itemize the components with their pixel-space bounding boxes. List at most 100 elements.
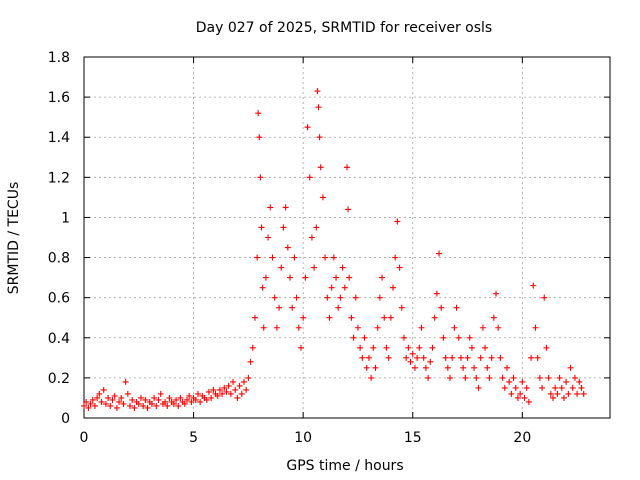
data-point [262,274,269,281]
data-point [501,384,508,391]
data-point [87,400,94,407]
data-point [120,400,127,407]
y-tick-label: 0.4 [48,331,70,347]
data-point [390,284,397,291]
y-axis-label: SRMTID / TECUs [6,182,22,295]
data-point [348,314,355,321]
data-point [376,294,383,301]
data-point [197,398,204,405]
data-point [227,390,234,397]
chart-title: Day 027 of 2025, SRMTID for receiver osl… [196,20,492,36]
data-point [379,274,386,281]
data-point [100,386,107,393]
data-point [107,402,114,409]
data-point [392,254,399,261]
data-point [315,104,322,111]
data-point [429,344,436,351]
data-point [91,402,98,409]
data-point [214,392,221,399]
data-point [234,394,241,401]
data-point [326,314,333,321]
data-point [545,374,552,381]
data-point [383,344,390,351]
data-point [225,382,232,389]
data-point [265,234,272,241]
data-point [98,398,105,405]
data-point [337,294,344,301]
data-point [514,394,521,401]
data-point [247,358,254,365]
data-point [556,374,563,381]
data-point [155,396,162,403]
data-point [374,324,381,331]
data-point [297,344,304,351]
data-point [558,384,565,391]
data-point [403,354,410,361]
x-tick-label: 15 [404,430,422,446]
data-point [405,344,412,351]
data-point [173,396,180,403]
data-point [186,392,193,399]
data-point [330,254,337,261]
data-point [486,374,493,381]
data-point [552,384,559,391]
data-point [203,396,210,403]
data-point [547,390,554,397]
data-point [490,314,497,321]
data-point [181,400,188,407]
data-point [418,324,425,331]
data-point [232,386,239,393]
data-point [142,396,149,403]
data-point [372,364,379,371]
data-point [396,264,403,271]
data-point [357,344,364,351]
data-point [398,304,405,311]
data-point [394,218,401,225]
data-point [532,324,539,331]
data-point [574,390,581,397]
data-point [166,394,173,401]
data-point [302,274,309,281]
data-point [363,364,370,371]
data-point [580,390,587,397]
data-point [466,334,473,341]
data-point [449,354,456,361]
data-point [345,206,352,213]
data-point [525,398,532,405]
y-tick-label: 1.6 [48,90,70,106]
data-point [506,378,513,385]
data-point [499,374,506,381]
data-point [339,264,346,271]
data-point [291,254,298,261]
data-point [238,390,245,397]
data-point [194,390,201,397]
data-point [94,394,101,401]
data-point [411,364,418,371]
x-tick-label: 0 [80,430,89,446]
data-point [96,390,103,397]
data-point [157,390,164,397]
x-tick-label: 5 [189,430,198,446]
data-point [512,384,519,391]
data-point [416,344,423,351]
data-point [316,134,323,141]
y-tick-label: 0.2 [48,371,70,387]
data-point [311,264,318,271]
data-point [534,354,541,361]
data-point [151,394,158,401]
data-point [260,324,267,331]
data-point [162,398,169,405]
data-point [83,398,90,405]
data-point [567,364,574,371]
data-point [543,344,550,351]
data-point [361,334,368,341]
data-point [475,384,482,391]
data-point [216,386,223,393]
data-point [251,314,258,321]
data-point [192,396,199,403]
data-point [314,88,321,95]
data-point [385,354,392,361]
data-point [560,394,567,401]
data-point [479,324,486,331]
data-point [510,374,517,381]
